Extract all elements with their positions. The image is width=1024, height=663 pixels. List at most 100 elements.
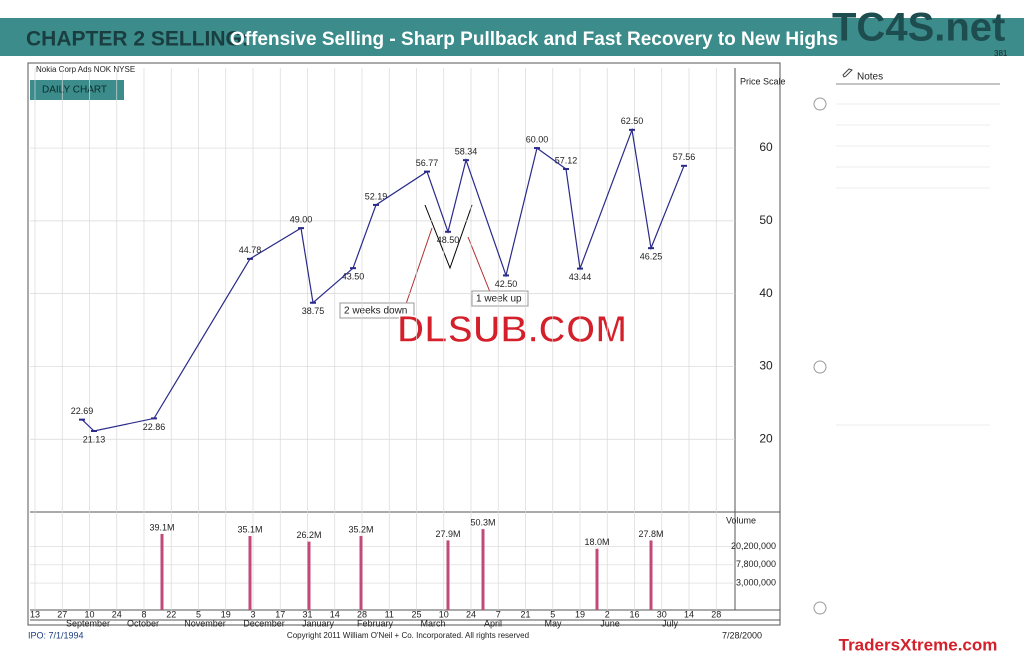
pencil-icon [842, 68, 853, 78]
y-axis-label: Price Scale [740, 76, 786, 86]
callout: 2 weeks down [344, 306, 407, 317]
volume-axis-label: Volume [726, 515, 756, 525]
date-label: 22 [166, 609, 176, 619]
volume-tick-label: 3,000,000 [736, 577, 776, 587]
y-tick-label: 30 [759, 359, 773, 373]
callout-box [471, 290, 529, 307]
y-tick-label: 50 [759, 213, 773, 227]
month-label: October [127, 618, 159, 628]
month-label: May [544, 618, 562, 628]
notes-title: Notes [857, 72, 883, 83]
y-tick-label: 40 [759, 286, 773, 300]
watermark: TradersXtreme.com [839, 635, 998, 654]
date-label: 3 [250, 609, 255, 619]
callout-arrow [467, 236, 491, 293]
price-annotation: 22.86 [143, 422, 166, 432]
date-label: 10 [439, 609, 449, 619]
price-annotation: 42.50 [495, 279, 518, 289]
date-label: 11 [385, 609, 394, 619]
binder-hole [813, 601, 827, 615]
date-label: 5 [196, 609, 201, 619]
callout: 1 week up [476, 294, 522, 305]
month-label: September [66, 618, 110, 628]
volume-tick-label: 20,200,000 [731, 541, 776, 551]
copyright: Copyright 2011 William O'Neil + Co. Inco… [287, 631, 529, 640]
volume-annotation: 27.8M [638, 529, 663, 539]
volume-annotation: 26.2M [296, 530, 321, 540]
month-label: November [184, 618, 226, 628]
date-label: 25 [411, 609, 421, 619]
volume-bar [248, 536, 252, 610]
binder-hole [813, 97, 827, 111]
date-label: 14 [684, 609, 694, 619]
month-label: April [484, 618, 502, 628]
binder-hole [813, 360, 827, 374]
volume-bar [446, 540, 450, 610]
ticker: Nokia Corp Ads NOK NYSE [36, 65, 135, 74]
ipo-date: IPO: 7/1/1994 [28, 630, 84, 640]
date-label: 24 [466, 609, 476, 619]
date-label: 16 [629, 609, 639, 619]
volume-annotation: 35.1M [237, 524, 262, 534]
date-label: 7 [496, 609, 501, 619]
page-title: Offensive Selling - Sharp Pullback and F… [230, 29, 838, 50]
price-annotation: 58.34 [455, 147, 478, 157]
price-annotation: 21.13 [83, 434, 106, 444]
date-label: 31 [302, 609, 312, 619]
date-label: 19 [575, 609, 585, 619]
price-annotation: 43.44 [569, 272, 592, 282]
volume-bar [649, 540, 653, 610]
chart-date: 7/28/2000 [722, 630, 762, 640]
volume-annotation: 39.1M [149, 522, 174, 532]
date-label: 10 [84, 609, 94, 619]
volume-bar [307, 541, 311, 610]
month-label: June [600, 618, 620, 628]
chapter-label: CHAPTER 2 SELLING: [26, 28, 249, 51]
price-annotation: 57.56 [673, 152, 696, 162]
price-annotation: 43.50 [342, 272, 365, 282]
date-label: 5 [550, 609, 555, 619]
month-label: March [420, 618, 445, 628]
y-tick-label: 20 [759, 431, 773, 445]
month-label: December [243, 618, 285, 628]
price-annotation: 48.50 [437, 235, 460, 245]
date-label: 14 [330, 609, 340, 619]
header-band [0, 18, 1024, 56]
price-annotation: 57.12 [555, 155, 578, 165]
site-logo: TC4S.net [832, 6, 1005, 50]
price-path [81, 127, 685, 432]
volume-bar [359, 535, 363, 610]
volume-bar [481, 529, 485, 610]
label-box [30, 80, 124, 100]
y-tick-label: 60 [759, 140, 773, 154]
date-label: 2 [605, 609, 610, 619]
month-label: February [357, 618, 394, 628]
binding-strip [0, 0, 1024, 18]
volume-annotation: 50.3M [470, 517, 495, 527]
note-lines [836, 103, 1000, 426]
date-label: 8 [141, 609, 146, 619]
date-label: 17 [275, 609, 285, 619]
volume-tick-label: 7,800,000 [736, 559, 776, 569]
price-annotation: 56.77 [416, 158, 439, 168]
v-pattern [424, 204, 473, 270]
month-label: July [662, 618, 679, 628]
date-label: 27 [57, 609, 67, 619]
volume-annotation: 35.2M [348, 524, 373, 534]
watermark: DLSUB.COM [397, 309, 627, 351]
date-label: 13 [30, 609, 40, 619]
date-label: 28 [711, 609, 721, 619]
month-label: January [302, 618, 335, 628]
chart-label: DAILY CHART [42, 85, 107, 96]
volume-annotation: 27.9M [435, 529, 460, 539]
price-annotation: 49.00 [290, 215, 313, 225]
callout-box [339, 302, 415, 319]
price-annotation: 60.00 [526, 134, 549, 144]
price-annotation: 38.75 [302, 306, 325, 316]
volume-annotation: 18.0M [584, 537, 609, 547]
chart-frame [27, 62, 781, 626]
date-label: 21 [520, 609, 530, 619]
